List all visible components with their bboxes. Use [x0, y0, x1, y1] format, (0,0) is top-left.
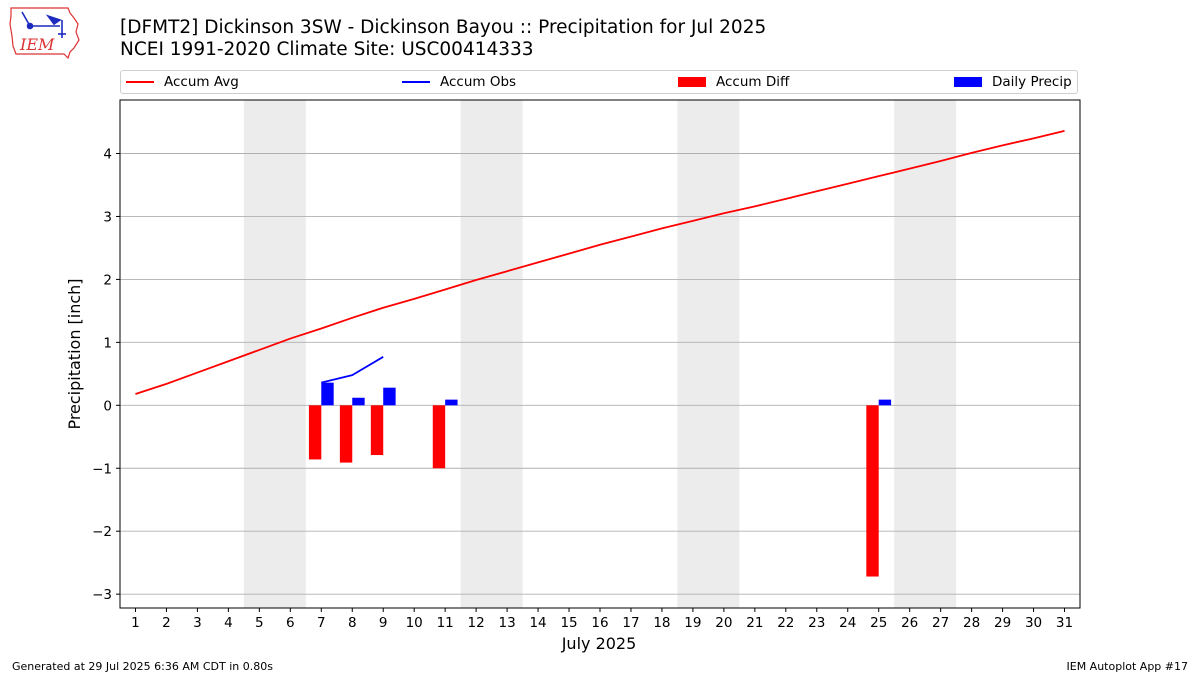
x-tick-label: 13: [499, 615, 516, 631]
weekend-shade: [894, 100, 957, 608]
daily-precip-bar: [352, 397, 365, 406]
legend-item-daily-precip: Daily Precip: [954, 71, 1072, 93]
line-layer: [135, 129, 1065, 395]
weekend-shade: [677, 100, 740, 608]
y-tick-label: 2: [103, 272, 112, 288]
iem-logo: IEM: [9, 7, 80, 60]
x-tick-label: 23: [808, 615, 825, 631]
legend-label-accum-obs: Accum Obs: [440, 74, 517, 90]
weather-station-icon: [21, 11, 66, 38]
x-tick-label: 10: [406, 615, 423, 631]
chart-title: [DFMT2] Dickinson 3SW - Dickinson Bayou …: [120, 17, 767, 38]
accum-diff-bar: [866, 405, 879, 577]
legend-item-accum-obs: Accum Obs: [402, 71, 516, 93]
x-tick-label: 1: [131, 615, 140, 631]
accum-diff-bar: [308, 405, 322, 460]
x-tick-label: 16: [591, 615, 608, 631]
y-axis-label: Precipitation [inch]: [65, 278, 84, 429]
chart-legend: Accum Avg Accum Obs Accum Diff Daily Pre…: [120, 70, 1078, 94]
footer-generated-text: Generated at 29 Jul 2025 6:36 AM CDT in …: [12, 660, 273, 673]
x-tick-label: 29: [994, 615, 1011, 631]
bar-layer: [308, 382, 892, 577]
accum-diff-bar: [432, 405, 446, 469]
legend-swatch-accum-obs: [402, 81, 430, 83]
accum-diff-bar: [370, 405, 384, 456]
x-tick-label: 14: [529, 615, 546, 631]
daily-precip-bar: [383, 387, 396, 406]
x-tick-label: 20: [715, 615, 732, 631]
y-tick-label: 3: [103, 209, 112, 225]
legend-swatch-accum-avg: [126, 81, 154, 83]
legend-item-accum-diff: Accum Diff: [678, 71, 789, 93]
x-tick-label: 6: [286, 615, 295, 631]
x-tick-label: 21: [746, 615, 763, 631]
daily-precip-bar: [445, 399, 458, 406]
x-tick-label: 12: [468, 615, 485, 631]
plot-frame: [119, 99, 1081, 609]
x-tick-label: 18: [653, 615, 670, 631]
x-tick-label: 9: [379, 615, 388, 631]
legend-swatch-daily-precip: [954, 77, 982, 87]
x-tick-label: 24: [839, 615, 856, 631]
y-tick-label: 4: [103, 147, 112, 163]
weekend-shading-layer: [243, 100, 957, 608]
daily-precip-bar: [878, 399, 892, 406]
x-tick-label: 28: [963, 615, 980, 631]
accum-obs-line: [321, 356, 384, 384]
x-tick-label: 3: [193, 615, 202, 631]
daily-precip-bar: [321, 382, 334, 406]
x-tick-label: 27: [932, 615, 949, 631]
x-tick-label: 22: [777, 615, 794, 631]
legend-label-accum-diff: Accum Diff: [716, 74, 790, 90]
y-tick-label: −3: [92, 587, 112, 603]
legend-swatch-accum-diff: [678, 77, 706, 87]
footer-app-text: IEM Autoplot App #17: [1066, 660, 1189, 673]
weekend-shade: [243, 100, 306, 608]
x-tick-label: 25: [870, 615, 887, 631]
legend-item-accum-avg: Accum Avg: [126, 71, 239, 93]
x-axis-label: July 2025: [561, 634, 637, 653]
x-tick-label: 19: [684, 615, 701, 631]
x-tick-label: 31: [1056, 615, 1073, 631]
logo-text: IEM: [19, 35, 55, 54]
x-tick-label: 7: [317, 615, 326, 631]
y-tick-label: −1: [92, 461, 112, 477]
x-tick-label: 4: [224, 615, 233, 631]
y-tick-label: −2: [92, 524, 112, 540]
accum-diff-bar: [339, 405, 353, 463]
chart-subtitle: NCEI 1991-2020 Climate Site: USC00414333: [120, 39, 534, 60]
x-tick-label: 5: [255, 615, 264, 631]
x-tick-label: 17: [622, 615, 639, 631]
y-tick-label: 1: [103, 335, 112, 351]
legend-label-daily-precip: Daily Precip: [992, 74, 1072, 90]
x-tick-label: 15: [560, 615, 577, 631]
grid-layer: [120, 153, 1080, 595]
weekend-shade: [460, 100, 523, 608]
accum-avg-line: [135, 129, 1065, 395]
x-tick-label: 11: [437, 615, 454, 631]
y-tick-label: 0: [103, 398, 112, 414]
x-tick-label: 30: [1025, 615, 1042, 631]
x-tick-label: 2: [162, 615, 171, 631]
legend-label-accum-avg: Accum Avg: [164, 74, 239, 90]
x-tick-label: 8: [348, 615, 357, 631]
x-tick-label: 26: [901, 615, 918, 631]
